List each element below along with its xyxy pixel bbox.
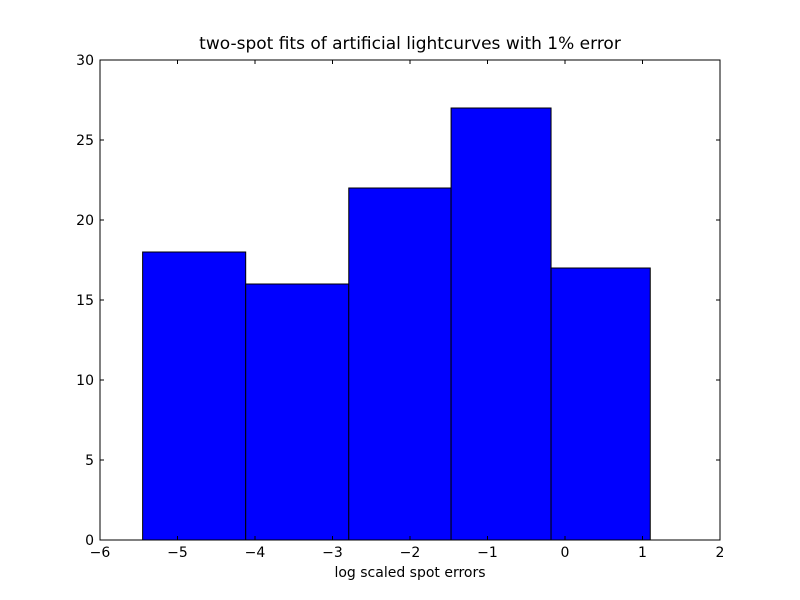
y-tick-label: 20 [76, 213, 94, 229]
y-tick-label: 5 [85, 453, 94, 469]
y-tick-label: 25 [76, 133, 94, 149]
x-tick-label: 0 [561, 545, 570, 561]
x-tick-label: −4 [245, 545, 266, 561]
ticks-group [99, 59, 721, 541]
x-axis-label: log scaled spot errors [334, 565, 485, 581]
histogram-bar-2 [245, 283, 350, 541]
chart-title: two-spot fits of artificial lightcurves … [199, 34, 621, 54]
x-tick-label: −3 [322, 545, 343, 561]
histogram-bar-3 [348, 187, 452, 541]
x-tick-label: 2 [716, 545, 725, 561]
x-tick-label: −2 [400, 545, 421, 561]
histogram-bar-5 [550, 267, 651, 541]
bars-group [142, 107, 651, 541]
x-tick-label: −1 [477, 545, 498, 561]
y-tick-label: 0 [85, 533, 94, 549]
x-tick-label: −5 [167, 545, 188, 561]
x-tick-label: 1 [638, 545, 647, 561]
y-tick-label: 30 [76, 53, 94, 69]
y-tick-label: 15 [76, 293, 94, 309]
histogram-bar-1 [142, 251, 247, 541]
x-tick-label: −6 [90, 545, 111, 561]
y-tick-label: 10 [76, 373, 94, 389]
histogram-bar-4 [450, 107, 552, 541]
